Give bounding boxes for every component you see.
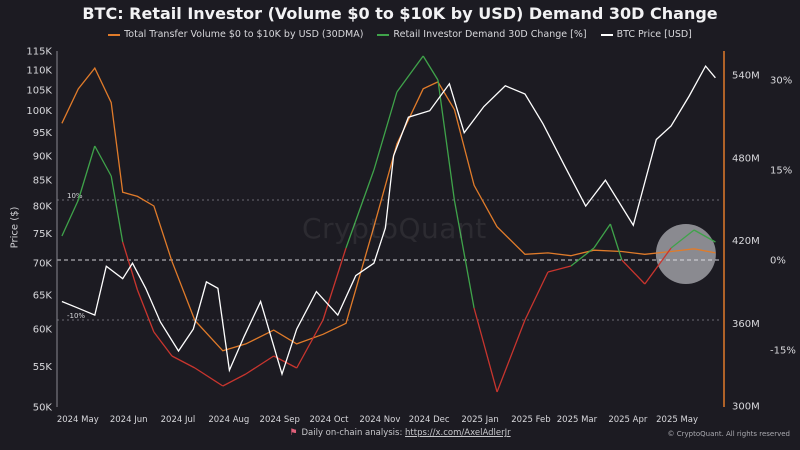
price-tick-4: 95K: [33, 128, 53, 139]
legend-item-demand[interactable]: Retail Investor Demand 30D Change [%]: [377, 29, 587, 40]
x-tick-8: 2025 Jan: [461, 415, 498, 425]
price-tick-9: 70K: [33, 259, 53, 270]
reference-label-2: -10%: [67, 312, 85, 320]
legend-swatch-volume: [108, 33, 121, 36]
watermark: CryptoQuant: [302, 212, 487, 245]
volume-line: [61, 66, 716, 352]
x-tick-12: 2025 May: [656, 415, 698, 425]
price-tick-2: 105K: [26, 85, 52, 96]
demand-segment: [496, 319, 526, 393]
volume-tick-2: 420M: [732, 236, 760, 247]
demand-segment: [171, 355, 196, 369]
volume-tick-1: 480M: [732, 153, 760, 164]
price-line: [61, 64, 716, 377]
legend-swatch-price: [600, 33, 613, 36]
price-tick-0: 115K: [26, 47, 52, 58]
footer-text: Daily on-chain analysis:: [301, 428, 403, 438]
demand-segment: [422, 55, 439, 81]
legend-item-volume[interactable]: Total Transfer Volume $0 to $10K by USD …: [108, 29, 363, 40]
price-tick-1: 110K: [26, 65, 52, 76]
volume-tick-4: 300M: [732, 402, 760, 413]
legend-label-price: BTC Price [USD]: [616, 29, 692, 40]
price-tick-5: 90K: [33, 151, 53, 162]
series-layer: [61, 55, 716, 393]
legend-label-volume: Total Transfer Volume $0 to $10K by USD …: [124, 29, 364, 40]
demand-segment: [396, 55, 424, 93]
demand-segment: [94, 145, 112, 177]
demand-segment: [547, 265, 572, 273]
demand-segment: [110, 175, 124, 243]
demand-tick-3: -15%: [770, 346, 796, 357]
price-tick-10: 65K: [33, 290, 53, 301]
price-tick-7: 80K: [33, 202, 53, 213]
copyright: © CryptoQuant. All rights reserved: [667, 430, 790, 438]
demand-segment: [373, 91, 398, 171]
legend-swatch-demand: [377, 33, 390, 36]
demand-segment: [693, 229, 716, 243]
flag-icon: ⚑: [289, 428, 298, 438]
price-tick-11: 60K: [33, 325, 53, 336]
chart-title: BTC: Retail Investor (Volume $0 to $10K …: [82, 4, 718, 23]
reference-label-0: 10%: [67, 192, 83, 200]
highlight-layer: [655, 224, 716, 284]
demand-segment: [194, 367, 224, 387]
axes: 115K 110K 105K 100K 95K 90K 85K 80K 75K 70K 65K 60K…: [26, 47, 796, 426]
demand-segment: [670, 229, 695, 249]
demand-segment: [570, 247, 595, 267]
price-tick-8: 75K: [33, 229, 53, 240]
reference-lines: 10% -10%: [57, 192, 722, 321]
demand-segment: [473, 307, 498, 393]
demand-segment: [296, 319, 324, 369]
x-tick-7: 2024 Dec: [409, 415, 450, 425]
highlight-circle: [655, 224, 716, 284]
x-tick-9: 2025 Feb: [511, 415, 550, 425]
x-tick-10: 2025 Mar: [557, 415, 598, 425]
demand-tick-2: 0%: [770, 256, 786, 267]
x-tick-0: 2024 May: [57, 415, 99, 425]
volume-tick-0: 540M: [732, 71, 760, 82]
legend-item-price[interactable]: BTC Price [USD]: [600, 29, 692, 40]
demand-segment: [222, 373, 247, 387]
demand-tick-0: 30%: [770, 76, 792, 87]
price-tick-12: 55K: [33, 362, 53, 373]
price-tick-6: 85K: [33, 176, 53, 187]
footer-link[interactable]: https://x.com/AxelAdlerJr: [405, 428, 511, 438]
x-tick-2: 2024 Jul: [161, 415, 196, 425]
price-tick-3: 100K: [26, 106, 52, 117]
demand-segment: [61, 199, 79, 237]
demand-segment: [644, 247, 672, 285]
legend: Total Transfer Volume $0 to $10K by USD …: [0, 29, 800, 40]
footer: ⚑ Daily on-chain analysis: https://x.com/…: [0, 428, 800, 438]
demand-segment: [453, 199, 475, 309]
demand-segment: [345, 169, 375, 249]
demand-segment: [593, 223, 611, 249]
x-tick-11: 2025 Apr: [608, 415, 648, 425]
x-tick-5: 2024 Oct: [309, 415, 349, 425]
x-tick-3: 2024 Aug: [208, 415, 249, 425]
x-tick-1: 2024 Jun: [110, 415, 148, 425]
y-axis-label: Price ($): [9, 206, 21, 249]
demand-segment: [322, 247, 347, 321]
price-tick-13: 50K: [33, 403, 53, 414]
x-tick-4: 2024 Sep: [260, 415, 300, 425]
legend-label-demand: Retail Investor Demand 30D Change [%]: [393, 29, 587, 40]
x-tick-6: 2024 Nov: [359, 415, 400, 425]
demand-tick-1: 15%: [770, 166, 792, 177]
demand-segment: [136, 289, 155, 333]
demand-segment: [609, 223, 623, 261]
demand-segment: [437, 79, 456, 201]
demand-segment: [153, 331, 173, 357]
volume-tick-3: 360M: [732, 319, 760, 330]
demand-segment: [77, 145, 96, 201]
demand-segment: [524, 271, 549, 321]
demand-segment: [621, 259, 646, 285]
demand-segment: [245, 355, 275, 375]
